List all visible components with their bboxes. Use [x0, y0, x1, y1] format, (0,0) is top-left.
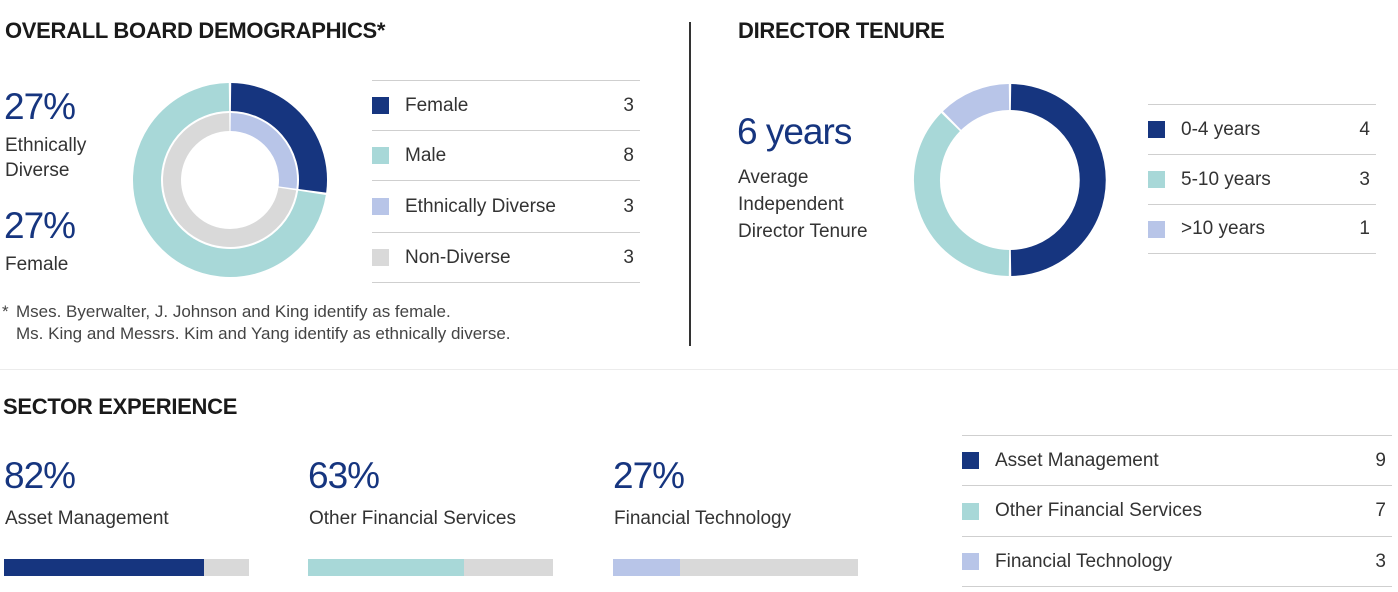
legend-item: Other Financial Services 7 [962, 486, 1392, 537]
donut-slice-female [230, 83, 327, 193]
legend-swatch [372, 97, 389, 114]
sector-bar-track [308, 559, 553, 576]
sector-title: SECTOR EXPERIENCE [3, 394, 238, 419]
stat-label-line: Director Tenure [738, 221, 868, 242]
sector-bar-fill [613, 559, 680, 576]
donut-slice-non-diverse [163, 113, 297, 247]
sector-percent: 27% [613, 455, 685, 496]
donut-slice-5-10-years [914, 112, 1010, 276]
donut-slice-10-years [942, 84, 1010, 131]
legend-item: Male 8 [372, 131, 640, 181]
stat-label-line: Average [738, 167, 809, 188]
legend-label: Other Financial Services [995, 500, 1202, 521]
legend-swatch [962, 553, 979, 570]
legend-item: 5-10 years 3 [1148, 155, 1376, 205]
legend-swatch [1148, 220, 1165, 238]
female-percent: 27% [4, 205, 76, 246]
legend-label: >10 years [1181, 218, 1265, 239]
demographics-donut-chart [133, 83, 327, 277]
tenure-stat-value: 6 years [737, 111, 852, 152]
sector-bar-fill [308, 559, 464, 576]
sector-label: Asset Management [5, 508, 169, 529]
donut-slice-ethnically-diverse [230, 113, 297, 189]
legend-swatch [962, 502, 979, 520]
legend-value: 4 [1359, 118, 1370, 140]
legend-label: Male [405, 144, 447, 166]
donut-slice-male [133, 83, 326, 277]
stat-label-line: Diverse [5, 160, 70, 181]
legend-label: 5-10 years [1181, 168, 1271, 190]
legend-label: Ethnically Diverse [405, 195, 556, 217]
sector-percent: 82% [4, 455, 76, 496]
legend-item: Asset Management 9 [962, 436, 1392, 486]
legend-swatch [372, 147, 389, 164]
legend-value: 3 [1375, 550, 1386, 572]
legend-swatch [1148, 171, 1165, 188]
legend-label: Non-Diverse [405, 246, 511, 268]
footnote-line: Ms. King and Messrs. Kim and Yang identi… [16, 324, 511, 343]
legend-value: 9 [1375, 449, 1386, 471]
sector-label: Other Financial Services [309, 508, 516, 529]
legend-swatch [962, 452, 979, 469]
vertical-divider [689, 22, 691, 346]
footnote-line: Mses. Byerwalter, J. Johnson and King id… [16, 302, 451, 321]
stat-label-line: Ethnically [5, 135, 87, 156]
demographics-title: OVERALL BOARD DEMOGRAPHICS* [5, 18, 386, 43]
sector-label: Financial Technology [614, 508, 792, 529]
tenure-donut-chart [914, 84, 1106, 276]
legend-label: Financial Technology [995, 550, 1173, 572]
legend-item: Financial Technology 3 [962, 537, 1392, 587]
donut-slice-0-4-years [1010, 84, 1106, 276]
sector-percent: 63% [308, 455, 380, 496]
sector-legend: Asset Management 9 Other Financial Service… [962, 435, 1392, 587]
sector-bar-track [613, 559, 858, 576]
legend-item: 0-4 years 4 [1148, 105, 1376, 155]
legend-item: Non-Diverse 3 [372, 233, 640, 283]
sector-bar-fill [4, 559, 205, 576]
horizontal-divider [0, 369, 1398, 370]
legend-swatch [372, 198, 389, 215]
tenure-stat-label: Average Independent Director Tenure [738, 164, 868, 245]
legend-value: 8 [623, 144, 634, 166]
demographics-legend: Female 3 Male 8 Ethnically Diverse 3 Non-Diver… [372, 80, 640, 283]
sector-bar-track [4, 559, 249, 576]
legend-item: >10 years 1 [1148, 205, 1376, 254]
legend-value: 1 [1359, 218, 1370, 239]
legend-swatch [1148, 121, 1165, 138]
legend-value: 3 [623, 94, 634, 116]
tenure-title: DIRECTOR TENURE [738, 18, 945, 43]
demographics-footnote: * Mses. Byerwalter, J. Johnson and King … [2, 301, 642, 345]
legend-item: Female 3 [372, 81, 640, 131]
legend-value: 3 [1359, 168, 1370, 190]
legend-label: Asset Management [995, 449, 1159, 471]
legend-item: Ethnically Diverse 3 [372, 181, 640, 233]
female-label: Female [5, 254, 69, 275]
legend-value: 3 [623, 195, 634, 217]
legend-label: Female [405, 94, 469, 116]
tenure-legend: 0-4 years 4 5-10 years 3 >10 years 1 [1148, 104, 1376, 254]
ethnically-diverse-label: Ethnically Diverse [5, 133, 86, 183]
legend-value: 3 [623, 246, 634, 268]
legend-swatch [372, 249, 389, 266]
stat-label-line: Independent [738, 194, 844, 215]
footnote-marker: * [2, 302, 9, 321]
ethnically-diverse-percent: 27% [4, 86, 76, 127]
legend-value: 7 [1375, 500, 1386, 521]
legend-label: 0-4 years [1181, 118, 1261, 140]
